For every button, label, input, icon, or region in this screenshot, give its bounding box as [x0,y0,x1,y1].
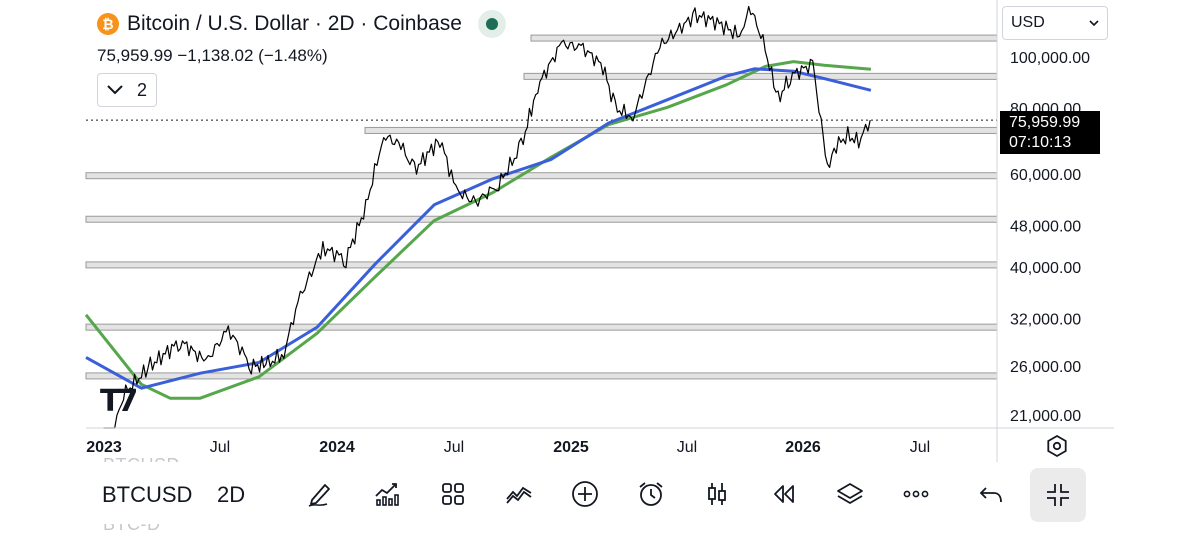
time-tick-label: Jul [444,439,464,456]
bar-countdown: 07:10:13 [1009,134,1072,151]
tradingview-logo[interactable]: T7 [100,384,138,419]
undo-icon [979,487,1002,503]
more-button[interactable] [898,476,934,512]
replay-icon [774,485,794,503]
interval-button[interactable]: 2D [217,482,246,507]
indicators-count: 2 [136,79,147,100]
compare-button[interactable] [501,476,537,512]
indicators-toggle-button[interactable]: 2 [97,73,157,107]
currency-select[interactable]: USD [1002,6,1108,40]
level-band[interactable] [85,215,998,223]
price-tick-label: 26,000.00 [1010,359,1081,376]
alert-button[interactable] [633,476,669,512]
time-tick-label: 2025 [553,439,589,456]
symbol-title[interactable]: Bitcoin / U.S. Dollar · 2D · Coinbase [127,12,462,35]
price-tick-label: 32,000.00 [1010,311,1081,328]
replay-button[interactable] [766,476,802,512]
level-band[interactable] [523,72,998,80]
indicators-button[interactable] [368,476,404,512]
chevron-down-icon [107,85,123,95]
time-tick-label: Jul [677,439,697,456]
level-band[interactable] [85,323,998,331]
compare-icon [506,486,532,504]
layout-grid-icon [442,483,464,505]
blue-moving-average-line [85,67,872,390]
settings-hexagon-icon[interactable] [1047,434,1067,458]
price-series-line [103,5,871,429]
bottom-toolbar: BTCUSD 2D [86,462,1114,524]
bitcoin-logo-icon: ₿ [97,13,119,35]
layout-button[interactable] [435,476,471,512]
add-button[interactable] [567,476,603,512]
alert-clock-icon [639,482,663,506]
chart-type-button[interactable] [699,476,735,512]
time-tick-label: 2023 [86,439,122,456]
price-change-readout: 75,959.99 −1,138.02 (−1.48%) [97,46,328,65]
symbol-button[interactable]: BTCUSD [102,482,193,507]
drawing-tool-button[interactable] [302,476,338,512]
level-band[interactable] [85,172,998,180]
indicators-icon [375,483,399,506]
plus-circle-icon [572,481,598,507]
undo-button[interactable] [974,476,1010,512]
price-tick-label: 60,000.00 [1010,167,1081,184]
candles-icon [708,483,726,505]
chevron-down-icon [1089,19,1099,26]
object-tree-button[interactable] [832,476,868,512]
pencil-icon [308,484,330,507]
price-tick-label: 100,000.00 [1010,50,1090,67]
price-tick-label: 21,000.00 [1010,408,1081,425]
layers-icon [837,483,863,504]
green-moving-average-line [84,60,872,400]
last-price-value: 75,959.99 [1009,114,1081,131]
time-tick-label: Jul [210,439,230,456]
last-price-label: 75,959.99 07:10:13 [1000,111,1100,154]
currency-value: USD [1011,14,1045,31]
price-tick-label: 48,000.00 [1010,218,1081,235]
price-tick-label: 40,000.00 [1010,260,1081,277]
time-tick-label: Jul [910,439,930,456]
time-tick-label: 2026 [785,439,821,456]
level-band[interactable] [85,372,998,380]
exit-fullscreen-icon [1047,484,1069,506]
level-band[interactable] [85,261,998,269]
chart-title-bar[interactable]: ₿ Bitcoin / U.S. Dollar · 2D · Coinbase [97,10,506,38]
live-dot-icon [485,18,498,30]
time-tick-label: 2024 [319,439,355,456]
more-icon [903,490,929,498]
exit-fullscreen-button[interactable] [1030,468,1086,522]
market-status-icon[interactable] [477,10,506,38]
level-band[interactable] [364,126,998,134]
